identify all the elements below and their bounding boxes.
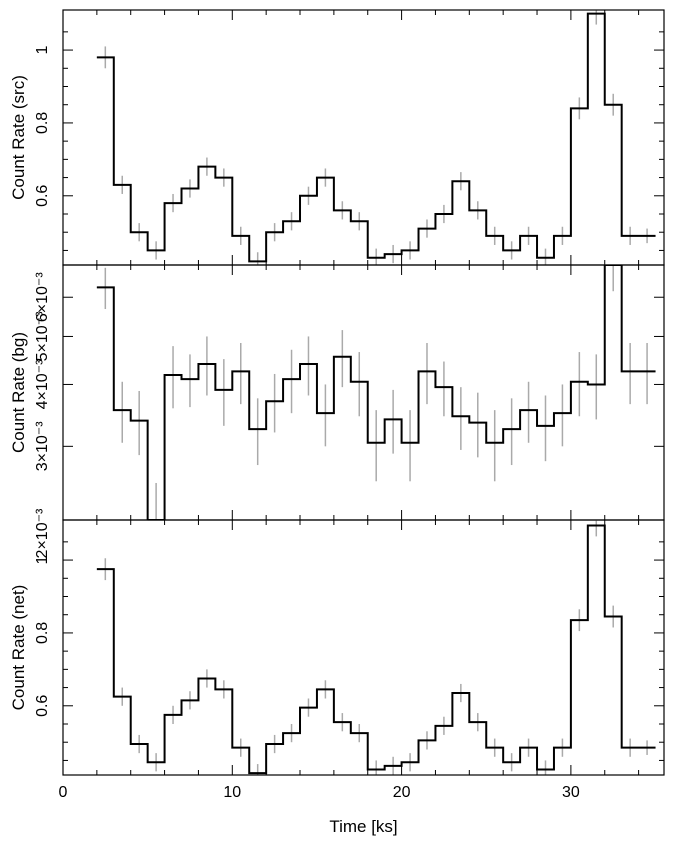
src-step-line [96,12,656,263]
src-ytick-label: 0.6 [34,185,51,207]
src-y-axis-label: Count Rate (src) [9,75,28,200]
net-panel-frame [62,519,665,776]
net-ytick-label: 0.8 [34,622,51,644]
net-y-axis-label: Count Rate (net) [9,585,28,711]
bg-ytick-label: 4×10⁻³ [34,359,51,409]
bg-ytick-label: 3×10⁻³ [34,421,51,471]
x-tick-label: 20 [393,784,411,801]
bg-ytick-label: 2×10⁻³ [34,508,51,558]
bg-ytick-label: 5×10⁻³ [34,311,51,361]
net-step-line [96,524,656,775]
src-ytick-label: 1 [34,46,51,55]
src-panel-frame [62,9,665,266]
bg-y-axis-label: Count Rate (bg) [9,332,28,453]
net-ytick-label: 0.6 [34,695,51,717]
net-ytick-label: 1 [34,556,51,565]
x-tick-label: 30 [562,784,580,801]
src-ytick-label: 0.8 [34,112,51,134]
x-axis-label: Time [ks] [329,817,397,836]
bg-ytick-label: 6×10⁻³ [34,272,51,322]
x-tick-label: 10 [223,784,241,801]
bg-step-line [96,265,656,520]
bg-panel-frame [62,264,665,521]
x-tick-label: 0 [59,784,68,801]
